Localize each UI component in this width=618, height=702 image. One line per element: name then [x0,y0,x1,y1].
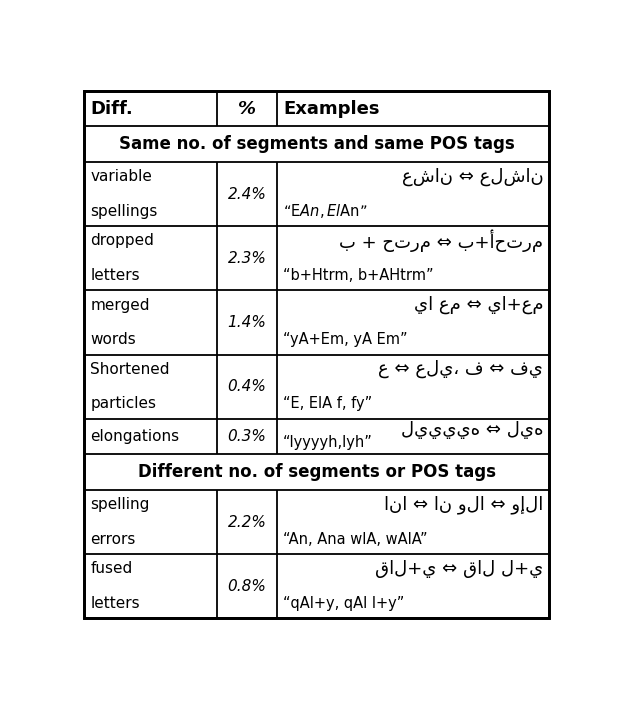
Text: elongations: elongations [90,429,179,444]
Text: انا ⇔ ان ولا ⇔ وإلا: انا ⇔ ان ولا ⇔ وإلا [384,496,543,514]
Text: spellings: spellings [90,204,158,219]
Text: “yA+Em, yA Em”: “yA+Em, yA Em” [283,332,408,347]
Text: 2.2%: 2.2% [227,515,266,529]
Text: Same no. of segments and same POS tags: Same no. of segments and same POS tags [119,135,515,153]
Text: “E, ElA f, fy”: “E, ElA f, fy” [283,397,372,411]
Text: errors: errors [90,532,135,547]
Text: letters: letters [90,268,140,283]
Text: merged: merged [90,298,150,312]
Text: words: words [90,332,136,347]
Text: fused: fused [90,562,132,576]
Text: قال+ي ⇔ قال ل+ي: قال+ي ⇔ قال ل+ي [375,560,543,578]
Text: “lyyyyh,lyh”: “lyyyyh,lyh” [283,435,373,451]
Text: “qAl+y, qAl l+y”: “qAl+y, qAl l+y” [283,596,404,611]
Text: “b+Htrm, b+AHtrm”: “b+Htrm, b+AHtrm” [283,268,434,283]
Text: 0.3%: 0.3% [227,429,266,444]
Text: particles: particles [90,397,156,411]
Text: variable: variable [90,169,152,185]
Text: يا عم ⇔ يا+عم: يا عم ⇔ يا+عم [413,296,543,314]
Text: Diff.: Diff. [90,100,133,117]
Text: “E$An, El$An”: “E$An, El$An” [283,202,368,220]
Text: letters: letters [90,596,140,611]
Text: 0.8%: 0.8% [227,578,266,594]
Text: Different no. of segments or POS tags: Different no. of segments or POS tags [138,463,496,481]
Text: 0.4%: 0.4% [227,379,266,394]
Text: %: % [238,100,256,117]
Text: 2.4%: 2.4% [227,187,266,201]
Text: ع ⇔ علي، ف ⇔ في: ع ⇔ علي، ف ⇔ في [378,360,543,378]
Text: Shortened: Shortened [90,362,170,377]
Text: dropped: dropped [90,234,154,249]
Text: 2.3%: 2.3% [227,251,266,266]
Text: spelling: spelling [90,497,150,512]
Text: “An, Ana wlA, wAlA”: “An, Ana wlA, wAlA” [283,532,428,547]
Text: Examples: Examples [283,100,379,117]
Text: 1.4%: 1.4% [227,315,266,330]
Text: عشان ⇔ علشان: عشان ⇔ علشان [402,168,543,186]
Text: لييييه ⇔ ليه: لييييه ⇔ ليه [400,421,543,439]
Text: ب + حترم ⇔ ب+أحترم: ب + حترم ⇔ ب+أحترم [339,230,543,252]
